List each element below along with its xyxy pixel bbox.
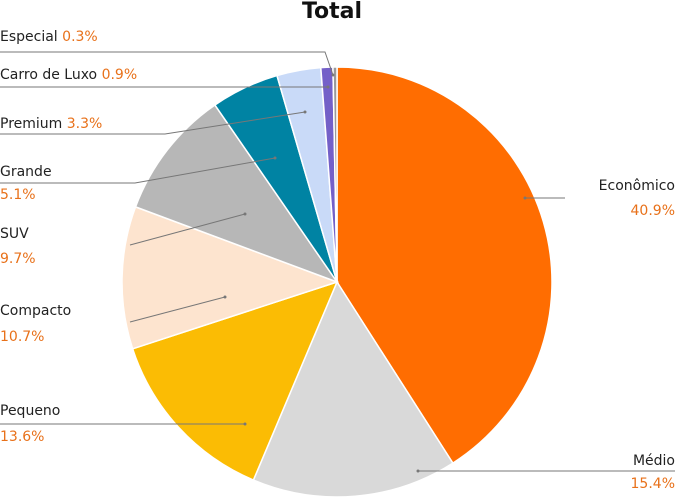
slice-value-label: 15.4% [631, 476, 675, 492]
slice-label: Pequeno [0, 403, 60, 419]
pie-slice [336, 66, 553, 465]
slice-label: Compacto [0, 303, 71, 319]
pie-slice [131, 280, 339, 482]
leader-dot [243, 212, 247, 216]
chart-title: Total [302, 0, 362, 24]
slice-label: Econômico [599, 178, 675, 194]
leader-dot [326, 85, 330, 89]
leader-dot [416, 469, 420, 473]
slice-label: Médio [633, 453, 675, 469]
leader-dot [273, 156, 277, 160]
slice-label: SUV [0, 226, 29, 242]
leader-line [0, 51, 334, 76]
slice-label: Carro de Luxo [0, 67, 97, 83]
leader-line [129, 213, 246, 246]
leader-line [0, 111, 306, 135]
slice-label-group: Carro de Luxo 0.9% [0, 67, 137, 83]
slice-value-label: 0.9% [102, 67, 138, 83]
leader-dot [303, 110, 307, 114]
slice-value-label: 13.6% [0, 429, 44, 445]
slice-value-label: 10.7% [0, 329, 44, 345]
leader-line [129, 296, 226, 323]
leader-line [0, 157, 276, 184]
pie-slice [134, 103, 339, 284]
slice-value-label: 9.7% [0, 251, 36, 267]
slice-value-label: 5.1% [0, 187, 36, 203]
slice-value-label: 0.3% [62, 29, 98, 45]
pie-slice [121, 205, 340, 350]
leader-dot [331, 73, 335, 77]
slice-label: Grande [0, 164, 52, 180]
slice-label: Especial [0, 29, 58, 45]
leader-dot [243, 422, 247, 426]
leader-dot [523, 196, 527, 200]
slice-label: Premium [0, 116, 62, 132]
leader-dot [223, 295, 227, 299]
slice-value-label: 3.3% [67, 116, 103, 132]
slice-label-group: Especial 0.3% [0, 29, 98, 45]
pie-slice [252, 280, 454, 498]
pie-slice [332, 66, 338, 283]
slice-label-group: Premium 3.3% [0, 116, 102, 132]
slice-value-label: 40.9% [631, 203, 675, 219]
